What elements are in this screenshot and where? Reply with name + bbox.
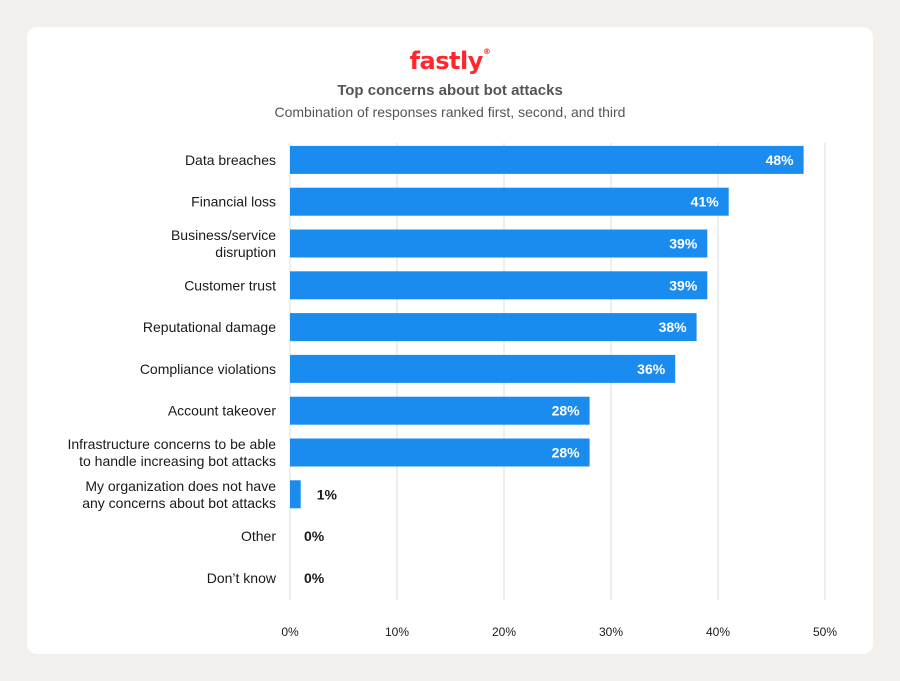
value-label: 41%	[691, 194, 720, 210]
category-label: Financial loss	[191, 194, 276, 210]
bar	[290, 354, 676, 383]
logo-registered-mark: ®	[482, 47, 491, 56]
x-tick-label: 20%	[492, 625, 516, 639]
category-label: My organization does not have any concern…	[82, 478, 276, 511]
x-tick-label: 40%	[706, 625, 730, 639]
category-label-line: Compliance violations	[140, 361, 276, 377]
category-label-line: Data breaches	[185, 152, 276, 168]
value-label: 0%	[304, 528, 325, 544]
category-label-line: any concerns about bot attacks	[82, 495, 276, 511]
category-label: Business/service disruption	[171, 227, 276, 260]
category-label: Reputational damage	[143, 319, 276, 335]
bar	[290, 145, 804, 174]
category-label: Customer trust	[184, 277, 276, 293]
bar	[290, 480, 301, 509]
category-label: Account takeover	[168, 403, 277, 419]
bar	[290, 229, 708, 258]
chart-subtitle: Combination of responses ranked first, s…	[274, 104, 626, 120]
category-label-line: My organization does not have	[85, 478, 276, 494]
chart-title: Top concerns about bot attacks	[337, 82, 563, 99]
value-label: 48%	[766, 152, 795, 168]
category-label: Other	[241, 528, 276, 544]
category-label: Don’t know	[207, 570, 277, 586]
bar	[290, 271, 708, 300]
category-label-line: disruption	[215, 244, 276, 260]
value-label: 39%	[669, 277, 698, 293]
category-label-line: Business/service	[171, 227, 276, 243]
value-label: 0%	[304, 570, 325, 586]
category-label-line: Don’t know	[207, 570, 277, 586]
value-label: 28%	[552, 403, 581, 419]
category-label-line: Reputational damage	[143, 319, 276, 335]
value-label: 39%	[669, 236, 698, 252]
logo-text: fastly	[409, 47, 484, 75]
value-label: 36%	[637, 361, 666, 377]
bar	[290, 187, 729, 216]
bar	[290, 396, 590, 425]
category-label-line: Financial loss	[191, 194, 276, 210]
category-label: Compliance violations	[140, 361, 276, 377]
x-tick-label: 10%	[385, 625, 409, 639]
fastly-logo: fastly®	[0, 47, 900, 75]
category-label-line: to handle increasing bot attacks	[79, 453, 276, 469]
value-label: 28%	[552, 445, 581, 461]
x-tick-label: 30%	[599, 625, 623, 639]
x-tick-label: 0%	[281, 625, 299, 639]
bar	[290, 438, 590, 467]
category-label-line: Account takeover	[168, 403, 277, 419]
category-label-line: Other	[241, 528, 276, 544]
value-label: 38%	[659, 319, 688, 335]
x-tick-label: 50%	[813, 625, 837, 639]
category-label: Data breaches	[185, 152, 276, 168]
category-label: Infrastructure concerns to be able to han…	[67, 436, 276, 469]
value-label: 1%	[317, 486, 338, 502]
bar	[290, 313, 697, 342]
category-label-line: Customer trust	[184, 277, 276, 293]
category-label-line: Infrastructure concerns to be able	[67, 436, 276, 452]
